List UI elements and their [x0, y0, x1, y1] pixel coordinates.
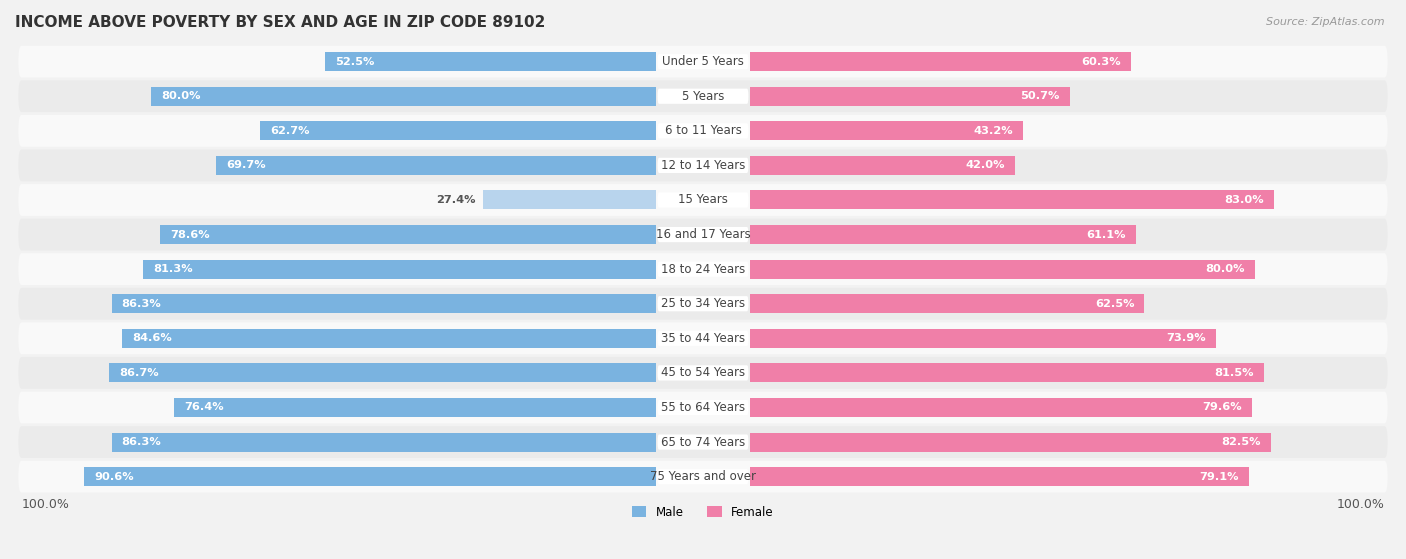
FancyBboxPatch shape	[18, 115, 1388, 146]
Text: 83.0%: 83.0%	[1223, 195, 1264, 205]
Text: 73.9%: 73.9%	[1167, 333, 1206, 343]
Text: 76.4%: 76.4%	[184, 402, 224, 413]
Text: 16 and 17 Years: 16 and 17 Years	[655, 228, 751, 241]
Text: 100.0%: 100.0%	[1336, 498, 1385, 511]
FancyBboxPatch shape	[18, 46, 1388, 78]
FancyBboxPatch shape	[18, 461, 1388, 492]
FancyBboxPatch shape	[658, 434, 748, 449]
FancyBboxPatch shape	[658, 123, 748, 139]
Bar	[174, 398, 655, 417]
FancyBboxPatch shape	[18, 80, 1388, 112]
Bar	[751, 191, 1274, 210]
Text: 86.3%: 86.3%	[122, 437, 162, 447]
Text: 5 Years: 5 Years	[682, 90, 724, 103]
Text: 50.7%: 50.7%	[1021, 91, 1060, 101]
Text: 79.1%: 79.1%	[1199, 472, 1239, 482]
Text: 25 to 34 Years: 25 to 34 Years	[661, 297, 745, 310]
Text: 18 to 24 Years: 18 to 24 Years	[661, 263, 745, 276]
Bar	[751, 433, 1271, 452]
Text: 55 to 64 Years: 55 to 64 Years	[661, 401, 745, 414]
Bar	[260, 121, 655, 140]
Bar	[482, 191, 655, 210]
Text: 78.6%: 78.6%	[170, 230, 209, 240]
FancyBboxPatch shape	[18, 219, 1388, 250]
Text: 75 Years and over: 75 Years and over	[650, 470, 756, 483]
Text: 80.0%: 80.0%	[1205, 264, 1244, 274]
Bar	[751, 156, 1015, 175]
Text: 42.0%: 42.0%	[966, 160, 1005, 170]
Text: 35 to 44 Years: 35 to 44 Years	[661, 332, 745, 345]
FancyBboxPatch shape	[18, 392, 1388, 423]
Text: 65 to 74 Years: 65 to 74 Years	[661, 435, 745, 448]
FancyBboxPatch shape	[18, 357, 1388, 389]
Bar	[751, 398, 1253, 417]
FancyBboxPatch shape	[658, 192, 748, 207]
Text: 81.5%: 81.5%	[1215, 368, 1254, 378]
Text: 86.7%: 86.7%	[120, 368, 159, 378]
Bar	[751, 121, 1022, 140]
FancyBboxPatch shape	[18, 323, 1388, 354]
Text: 52.5%: 52.5%	[335, 56, 374, 67]
Bar	[84, 467, 655, 486]
FancyBboxPatch shape	[658, 331, 748, 346]
Bar	[217, 156, 655, 175]
Text: 6 to 11 Years: 6 to 11 Years	[665, 124, 741, 138]
Text: 100.0%: 100.0%	[21, 498, 70, 511]
Bar	[751, 52, 1130, 71]
Text: 79.6%: 79.6%	[1202, 402, 1241, 413]
Bar	[751, 329, 1216, 348]
FancyBboxPatch shape	[658, 296, 748, 311]
Bar	[143, 259, 655, 279]
Legend: Male, Female: Male, Female	[627, 501, 779, 523]
Bar	[160, 225, 655, 244]
Text: 12 to 14 Years: 12 to 14 Years	[661, 159, 745, 172]
Bar	[751, 294, 1144, 313]
Bar	[751, 259, 1254, 279]
Text: 82.5%: 82.5%	[1220, 437, 1260, 447]
Text: 62.5%: 62.5%	[1095, 299, 1135, 309]
Bar	[751, 225, 1136, 244]
FancyBboxPatch shape	[658, 469, 748, 484]
Text: 45 to 54 Years: 45 to 54 Years	[661, 366, 745, 380]
Text: 81.3%: 81.3%	[153, 264, 193, 274]
Text: 84.6%: 84.6%	[132, 333, 172, 343]
FancyBboxPatch shape	[658, 227, 748, 242]
Text: Under 5 Years: Under 5 Years	[662, 55, 744, 68]
FancyBboxPatch shape	[658, 365, 748, 381]
Text: 15 Years: 15 Years	[678, 193, 728, 206]
Bar	[751, 467, 1249, 486]
FancyBboxPatch shape	[658, 89, 748, 104]
Text: 80.0%: 80.0%	[162, 91, 201, 101]
Text: 27.4%: 27.4%	[436, 195, 477, 205]
Bar	[325, 52, 655, 71]
Bar	[751, 87, 1070, 106]
Bar	[110, 363, 655, 382]
Bar	[152, 87, 655, 106]
Bar	[111, 433, 655, 452]
Bar	[111, 294, 655, 313]
FancyBboxPatch shape	[658, 400, 748, 415]
FancyBboxPatch shape	[18, 253, 1388, 285]
FancyBboxPatch shape	[658, 54, 748, 69]
Text: 43.2%: 43.2%	[973, 126, 1012, 136]
Bar	[751, 363, 1264, 382]
Bar	[122, 329, 655, 348]
Text: 69.7%: 69.7%	[226, 160, 266, 170]
FancyBboxPatch shape	[658, 158, 748, 173]
Text: 61.1%: 61.1%	[1085, 230, 1125, 240]
FancyBboxPatch shape	[18, 288, 1388, 320]
Text: 90.6%: 90.6%	[94, 472, 134, 482]
FancyBboxPatch shape	[18, 184, 1388, 216]
Text: INCOME ABOVE POVERTY BY SEX AND AGE IN ZIP CODE 89102: INCOME ABOVE POVERTY BY SEX AND AGE IN Z…	[15, 15, 546, 30]
Text: Source: ZipAtlas.com: Source: ZipAtlas.com	[1267, 17, 1385, 27]
FancyBboxPatch shape	[658, 262, 748, 277]
FancyBboxPatch shape	[18, 149, 1388, 181]
FancyBboxPatch shape	[18, 426, 1388, 458]
Text: 60.3%: 60.3%	[1081, 56, 1121, 67]
Text: 86.3%: 86.3%	[122, 299, 162, 309]
Text: 62.7%: 62.7%	[270, 126, 309, 136]
